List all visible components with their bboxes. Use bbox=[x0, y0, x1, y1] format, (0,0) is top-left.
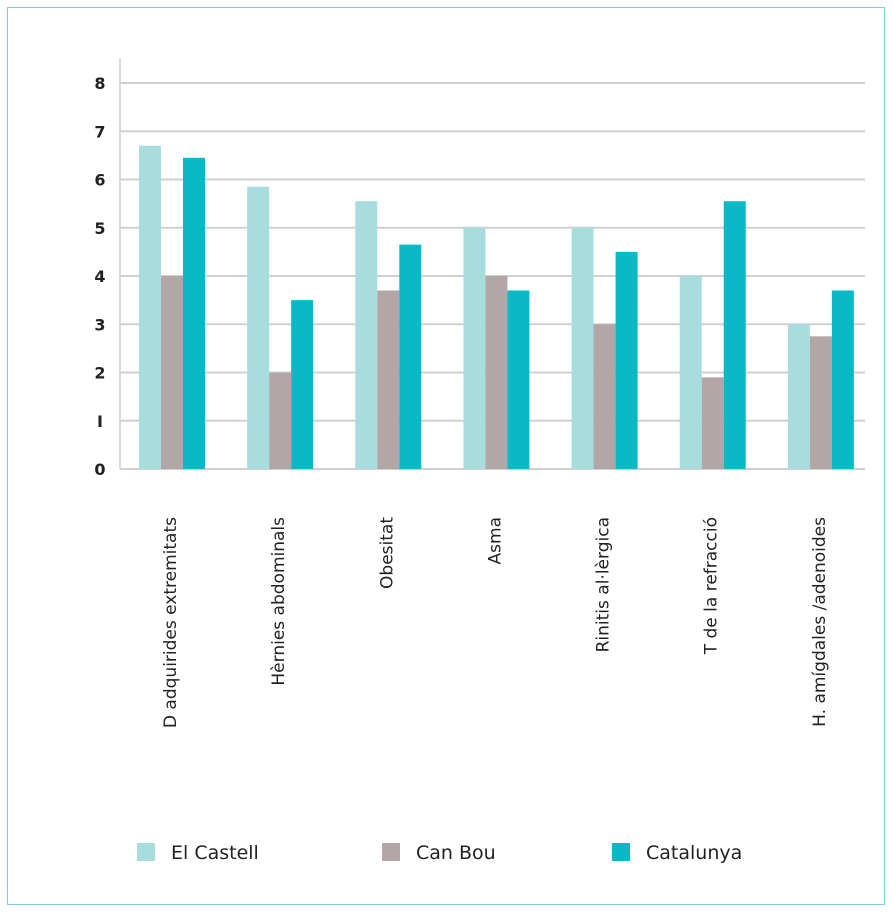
bar bbox=[787, 324, 810, 469]
legend-label: El Castell bbox=[171, 842, 259, 864]
bar bbox=[377, 290, 400, 469]
bar bbox=[809, 336, 832, 469]
bar bbox=[507, 290, 530, 469]
x-tick-label: Rinitis al·lèrgica bbox=[594, 517, 614, 652]
bar bbox=[679, 276, 702, 469]
bar bbox=[463, 227, 486, 469]
x-tick-label: Hèrnies abdominals bbox=[269, 517, 289, 686]
bar bbox=[355, 201, 378, 469]
y-tick-label: 6 bbox=[94, 171, 105, 190]
legend-swatch bbox=[612, 843, 630, 861]
bars bbox=[139, 145, 854, 470]
x-tick-label: Asma bbox=[485, 517, 505, 564]
bar bbox=[399, 244, 422, 469]
y-tick-label: 0 bbox=[94, 460, 105, 479]
bar bbox=[485, 276, 508, 469]
legend-label: Can Bou bbox=[416, 842, 496, 864]
bar bbox=[615, 251, 638, 469]
bar bbox=[831, 290, 854, 469]
bar bbox=[723, 201, 746, 469]
y-tick-label: I bbox=[97, 412, 103, 431]
bar bbox=[161, 276, 183, 469]
bar bbox=[701, 377, 724, 469]
bar bbox=[593, 324, 616, 469]
x-tick-label: H. amígdales /adenoides bbox=[810, 517, 830, 727]
legend-swatch bbox=[137, 843, 155, 861]
y-tick-label: 8 bbox=[94, 74, 105, 93]
y-tick-label: 3 bbox=[94, 315, 105, 334]
x-tick-label: D adquirides extremitats bbox=[161, 517, 181, 728]
y-axis: 0 I 2 3 4 5 6 7 8 bbox=[94, 58, 121, 479]
bar bbox=[571, 227, 594, 469]
legend: El Castell Can Bou Catalunya bbox=[137, 842, 742, 864]
y-tick-label: 2 bbox=[94, 364, 105, 383]
y-tick-label: 7 bbox=[94, 122, 105, 141]
x-tick-label: Obesitat bbox=[377, 517, 397, 589]
bar bbox=[247, 186, 270, 470]
y-tick-label: 4 bbox=[94, 267, 105, 286]
bar bbox=[183, 157, 205, 469]
legend-label: Catalunya bbox=[646, 842, 742, 864]
bar bbox=[269, 372, 292, 469]
chart-frame bbox=[7, 7, 885, 905]
y-tick-label: 5 bbox=[94, 219, 105, 238]
bar bbox=[139, 145, 161, 469]
x-tick-label: T de la refracció bbox=[702, 517, 722, 655]
x-axis-labels: D adquirides extremitats Hèrnies abdomina… bbox=[161, 517, 830, 728]
legend-swatch bbox=[382, 843, 400, 861]
bar bbox=[291, 300, 314, 469]
